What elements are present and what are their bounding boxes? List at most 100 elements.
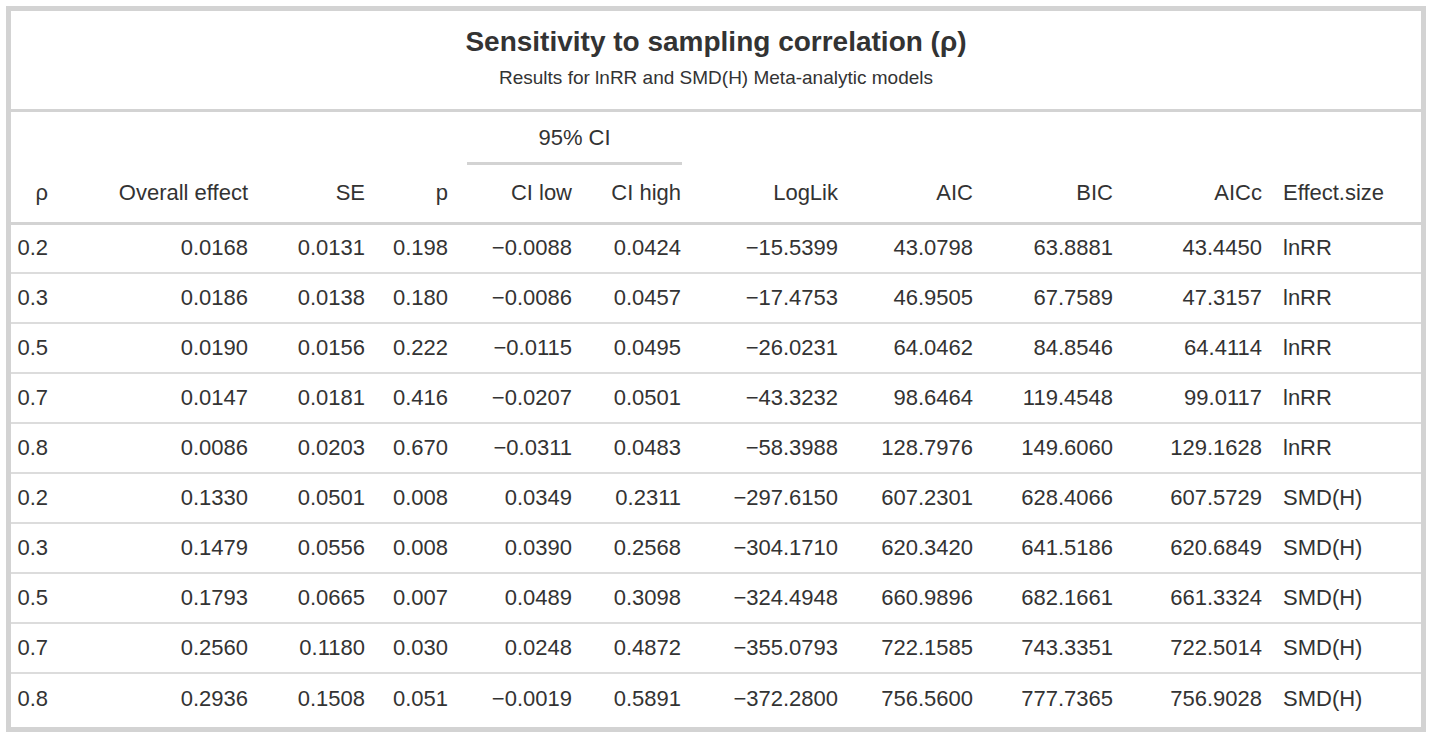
column-header-ci-low: CI low xyxy=(458,165,582,223)
cell-aicc: 756.9028 xyxy=(1123,673,1272,723)
table-row: 0.20.13300.05010.0080.03490.2311−297.615… xyxy=(11,473,1421,523)
cell-effect-size: lnRR xyxy=(1272,273,1421,323)
cell-p: 0.416 xyxy=(375,373,458,423)
table-body: 0.20.01680.01310.198−0.00880.0424−15.539… xyxy=(11,223,1421,723)
spanner-95ci: 95% CI xyxy=(458,112,691,165)
cell-ci-high: 0.2311 xyxy=(582,473,691,523)
cell-loglik: −58.3988 xyxy=(691,423,848,473)
cell-aicc: 43.4450 xyxy=(1123,223,1272,273)
cell-aic: 43.0798 xyxy=(848,223,983,273)
cell-ci-high: 0.4872 xyxy=(582,623,691,673)
column-header-overall-effect: Overall effect xyxy=(58,165,258,223)
cell-bic: 743.3351 xyxy=(983,623,1123,673)
table-title: Sensitivity to sampling correlation (ρ) xyxy=(11,23,1421,61)
cell-ci-low: −0.0207 xyxy=(458,373,582,423)
cell-p: 0.030 xyxy=(375,623,458,673)
cell-aic: 722.1585 xyxy=(848,623,983,673)
cell-rho: 0.8 xyxy=(11,673,58,723)
cell-rho: 0.3 xyxy=(11,523,58,573)
cell-aicc: 64.4114 xyxy=(1123,323,1272,373)
table-row: 0.70.25600.11800.0300.02480.4872−355.079… xyxy=(11,623,1421,673)
cell-overall-effect: 0.0168 xyxy=(58,223,258,273)
cell-overall-effect: 0.2936 xyxy=(58,673,258,723)
cell-aic: 46.9505 xyxy=(848,273,983,323)
cell-ci-high: 0.0457 xyxy=(582,273,691,323)
cell-effect-size: lnRR xyxy=(1272,323,1421,373)
cell-loglik: −297.6150 xyxy=(691,473,848,523)
cell-ci-low: 0.0489 xyxy=(458,573,582,623)
cell-effect-size: lnRR xyxy=(1272,423,1421,473)
cell-effect-size: SMD(H) xyxy=(1272,473,1421,523)
cell-effect-size: SMD(H) xyxy=(1272,673,1421,723)
cell-overall-effect: 0.1330 xyxy=(58,473,258,523)
column-header-section: 95% CI ρOverall effectSEpCI lowCI highLo… xyxy=(11,112,1421,223)
cell-se: 0.1180 xyxy=(258,623,375,673)
cell-ci-low: 0.0349 xyxy=(458,473,582,523)
cell-ci-low: −0.0019 xyxy=(458,673,582,723)
cell-overall-effect: 0.0186 xyxy=(58,273,258,323)
cell-ci-high: 0.3098 xyxy=(582,573,691,623)
cell-ci-low: −0.0311 xyxy=(458,423,582,473)
cell-ci-high: 0.5891 xyxy=(582,673,691,723)
cell-bic: 641.5186 xyxy=(983,523,1123,573)
cell-overall-effect: 0.0190 xyxy=(58,323,258,373)
results-table: Sensitivity to sampling correlation (ρ) … xyxy=(6,6,1426,732)
cell-se: 0.0131 xyxy=(258,223,375,273)
cell-rho: 0.7 xyxy=(11,623,58,673)
cell-ci-high: 0.0495 xyxy=(582,323,691,373)
cell-overall-effect: 0.1479 xyxy=(58,523,258,573)
cell-aic: 607.2301 xyxy=(848,473,983,523)
cell-se: 0.0138 xyxy=(258,273,375,323)
cell-bic: 119.4548 xyxy=(983,373,1123,423)
cell-loglik: −304.1710 xyxy=(691,523,848,573)
cell-loglik: −26.0231 xyxy=(691,323,848,373)
cell-loglik: −17.4753 xyxy=(691,273,848,323)
cell-bic: 149.6060 xyxy=(983,423,1123,473)
cell-p: 0.198 xyxy=(375,223,458,273)
cell-p: 0.180 xyxy=(375,273,458,323)
cell-aicc: 607.5729 xyxy=(1123,473,1272,523)
column-header-aicc: AICc xyxy=(1123,165,1272,223)
cell-loglik: −372.2800 xyxy=(691,673,848,723)
spanner-blank-left xyxy=(11,112,458,165)
cell-p: 0.222 xyxy=(375,323,458,373)
column-header-loglik: LogLik xyxy=(691,165,848,223)
cell-aicc: 99.0117 xyxy=(1123,373,1272,423)
table-row: 0.30.14790.05560.0080.03900.2568−304.171… xyxy=(11,523,1421,573)
cell-aic: 620.3420 xyxy=(848,523,983,573)
cell-ci-low: 0.0390 xyxy=(458,523,582,573)
table-subtitle: Results for lnRR and SMD(H) Meta-analyti… xyxy=(11,64,1421,92)
cell-bic: 84.8546 xyxy=(983,323,1123,373)
table-row: 0.70.01470.01810.416−0.02070.0501−43.323… xyxy=(11,373,1421,423)
cell-aicc: 620.6849 xyxy=(1123,523,1272,573)
cell-rho: 0.5 xyxy=(11,573,58,623)
table-row: 0.50.17930.06650.0070.04890.3098−324.494… xyxy=(11,573,1421,623)
cell-ci-high: 0.0501 xyxy=(582,373,691,423)
cell-se: 0.0556 xyxy=(258,523,375,573)
cell-aicc: 661.3324 xyxy=(1123,573,1272,623)
table-row: 0.30.01860.01380.180−0.00860.0457−17.475… xyxy=(11,273,1421,323)
column-header-ci-high: CI high xyxy=(582,165,691,223)
column-header-bic: BIC xyxy=(983,165,1123,223)
spanner-row: 95% CI xyxy=(11,112,1421,165)
column-header-effect-size: Effect.size xyxy=(1272,165,1421,223)
cell-se: 0.0203 xyxy=(258,423,375,473)
column-header-row: ρOverall effectSEpCI lowCI highLogLikAIC… xyxy=(11,165,1421,223)
cell-overall-effect: 0.1793 xyxy=(58,573,258,623)
cell-ci-low: −0.0086 xyxy=(458,273,582,323)
cell-se: 0.0501 xyxy=(258,473,375,523)
cell-aicc: 722.5014 xyxy=(1123,623,1272,673)
data-table: 95% CI ρOverall effectSEpCI lowCI highLo… xyxy=(11,112,1421,723)
cell-loglik: −15.5399 xyxy=(691,223,848,273)
column-header-p: p xyxy=(375,165,458,223)
cell-effect-size: lnRR xyxy=(1272,223,1421,273)
cell-ci-low: 0.0248 xyxy=(458,623,582,673)
cell-rho: 0.5 xyxy=(11,323,58,373)
cell-loglik: −355.0793 xyxy=(691,623,848,673)
table-row: 0.80.00860.02030.670−0.03110.0483−58.398… xyxy=(11,423,1421,473)
cell-p: 0.670 xyxy=(375,423,458,473)
cell-bic: 682.1661 xyxy=(983,573,1123,623)
cell-aicc: 47.3157 xyxy=(1123,273,1272,323)
cell-p: 0.051 xyxy=(375,673,458,723)
cell-rho: 0.7 xyxy=(11,373,58,423)
